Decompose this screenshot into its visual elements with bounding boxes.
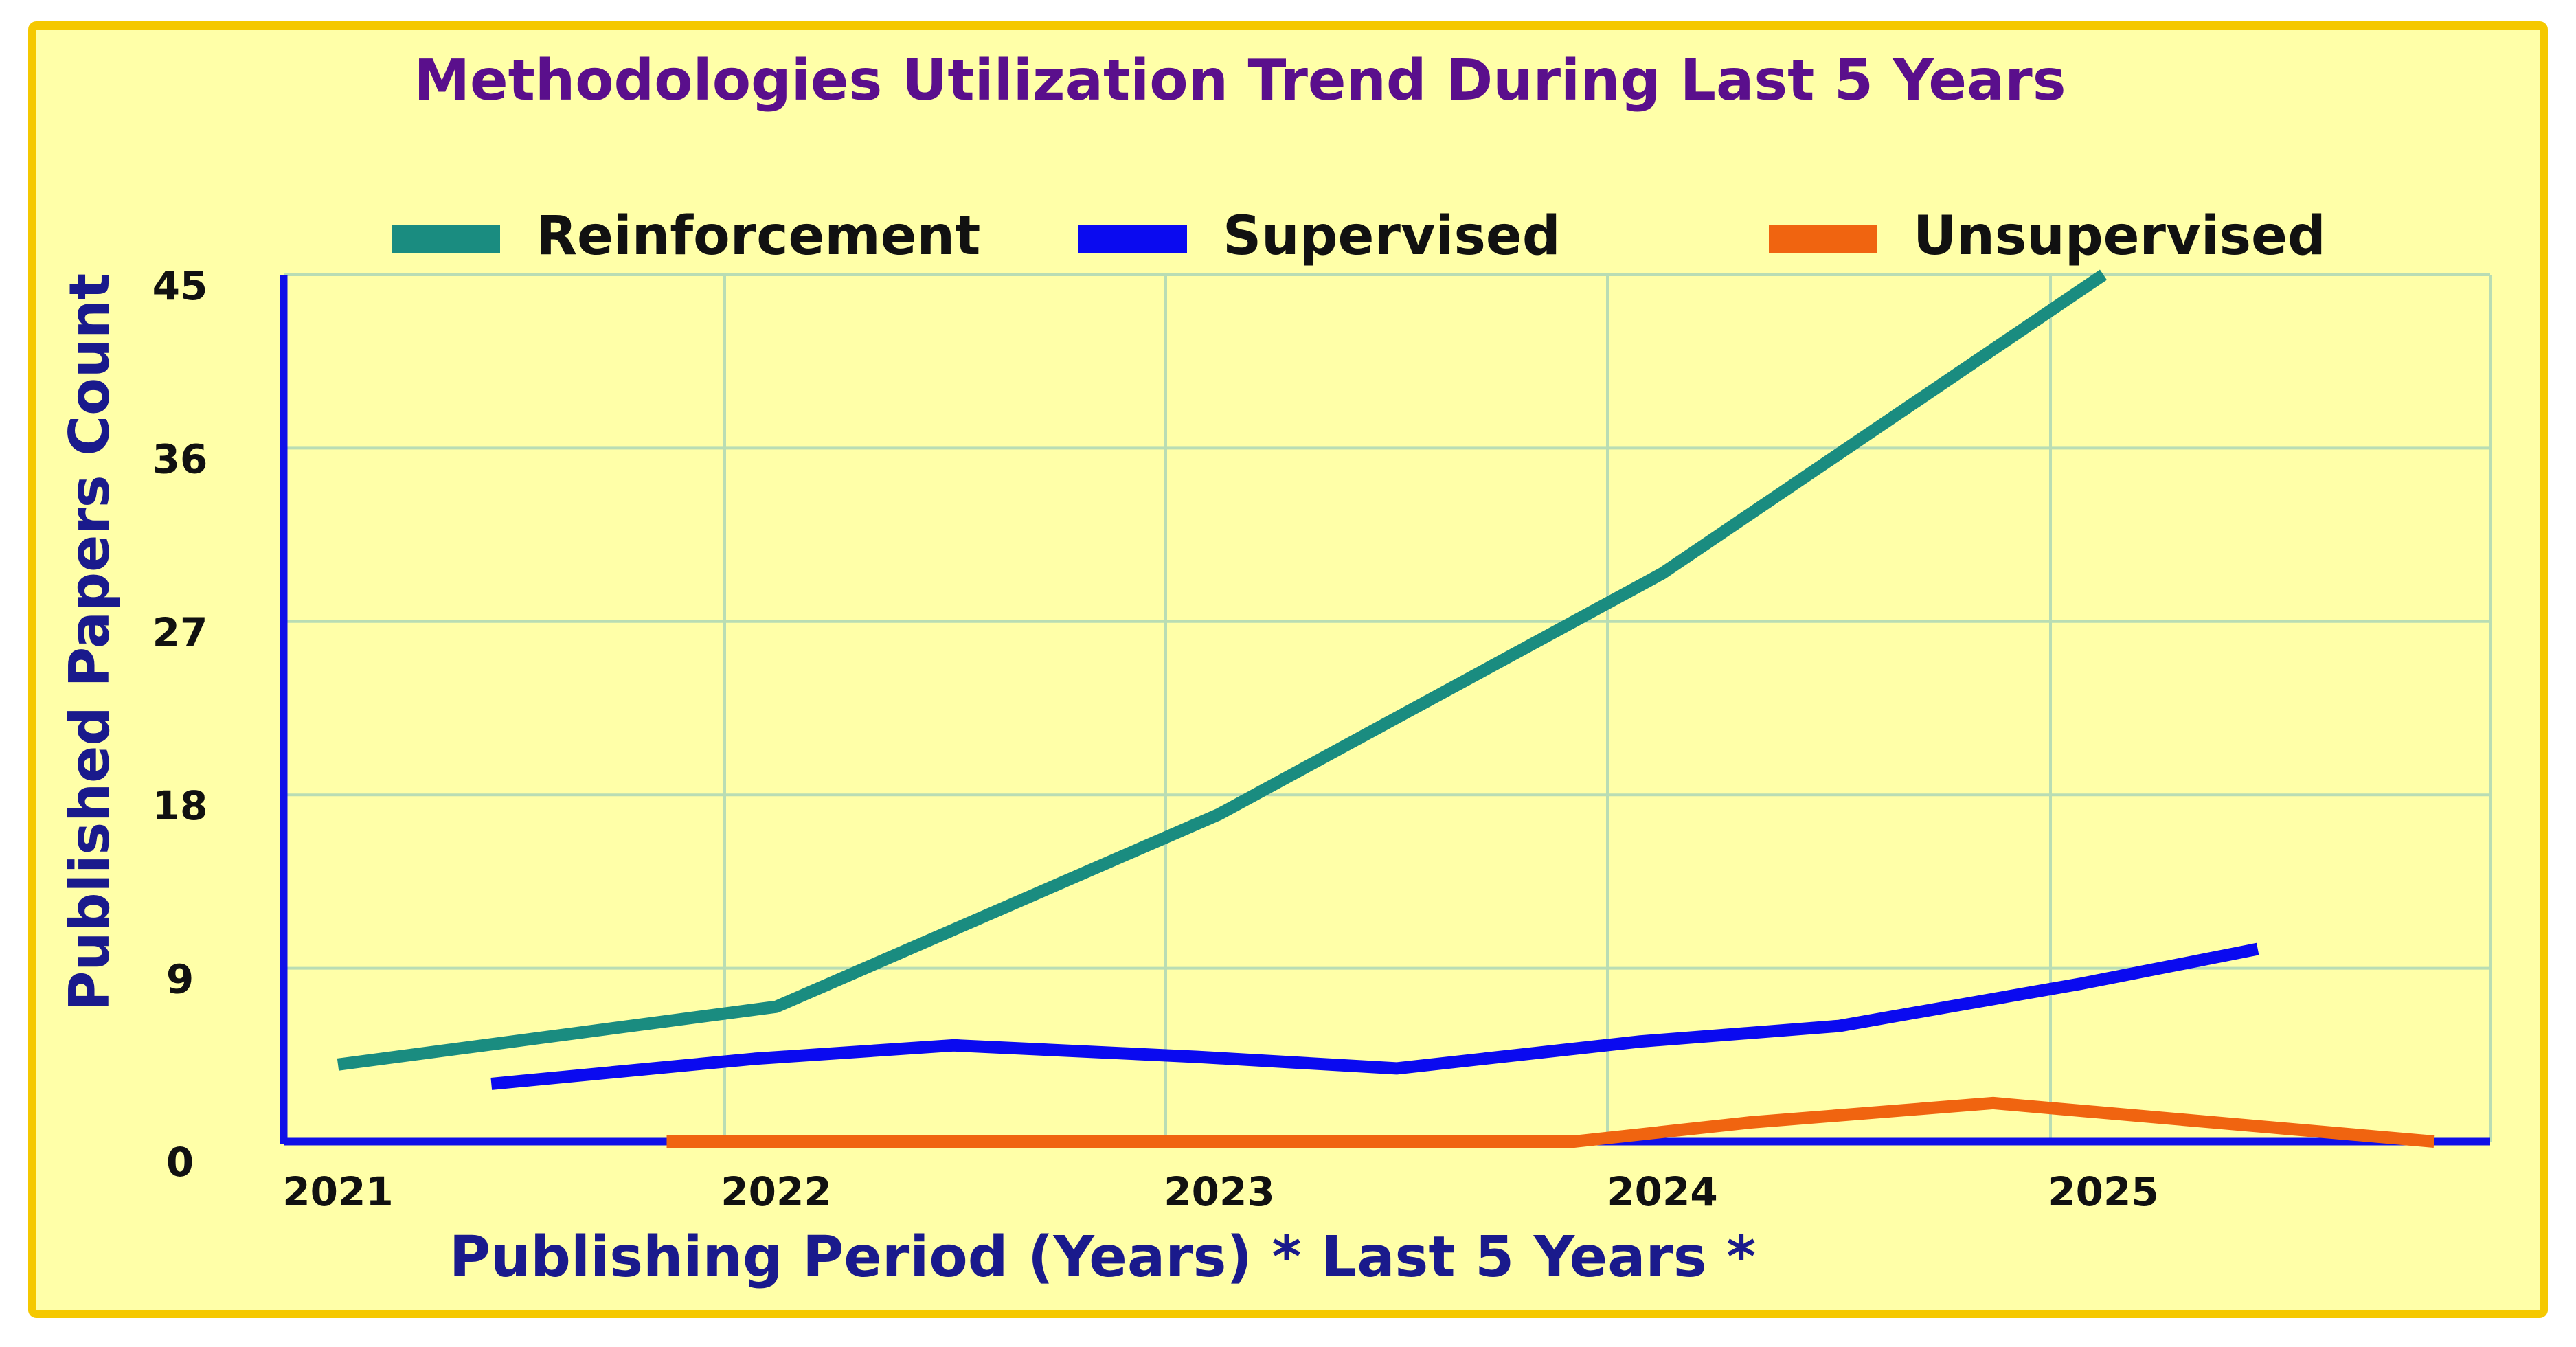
x-tick-label: 2025 bbox=[2048, 1168, 2158, 1215]
legend: Reinforcement Supervised Unsupervised bbox=[392, 205, 2326, 267]
series-line-supervised bbox=[490, 942, 2259, 1090]
x-axis-label: Publishing Period (Years) * Last 5 Years… bbox=[449, 1225, 1756, 1290]
y-axis-label: Published Papers Count bbox=[58, 273, 122, 1011]
series-line-reinforcement bbox=[337, 269, 2108, 1071]
y-tick-label: 18 bbox=[152, 782, 208, 829]
legend-label-reinforcement: Reinforcement bbox=[536, 205, 980, 267]
series-lines bbox=[337, 269, 2435, 1148]
series-line-unsupervised bbox=[666, 1096, 2435, 1148]
y-tick-label: 45 bbox=[152, 262, 208, 309]
legend-swatch-supervised bbox=[1078, 225, 1187, 253]
legend-swatch-unsupervised bbox=[1769, 225, 1877, 253]
x-tick-label: 2023 bbox=[1164, 1168, 1274, 1215]
legend-label-supervised: Supervised bbox=[1223, 205, 1561, 267]
legend-swatch-reinforcement bbox=[392, 225, 500, 253]
y-axis-ticks: 0 9 18 27 36 45 bbox=[152, 262, 208, 1186]
y-tick-label: 9 bbox=[166, 956, 194, 1003]
y-tick-label: 0 bbox=[166, 1139, 194, 1186]
x-tick-label: 2024 bbox=[1607, 1168, 1717, 1215]
grid bbox=[284, 273, 2492, 1142]
chart-frame bbox=[28, 21, 2548, 1318]
x-tick-label: 2022 bbox=[721, 1168, 831, 1215]
chart-title: Methodologies Utilization Trend During L… bbox=[414, 48, 2066, 113]
legend-label-unsupervised: Unsupervised bbox=[1913, 205, 2326, 267]
x-tick-label: 2021 bbox=[282, 1168, 393, 1215]
y-tick-label: 36 bbox=[152, 435, 208, 482]
x-axis-ticks: 2021 2022 2023 2024 2025 bbox=[282, 1168, 2158, 1215]
y-tick-label: 27 bbox=[152, 609, 208, 656]
